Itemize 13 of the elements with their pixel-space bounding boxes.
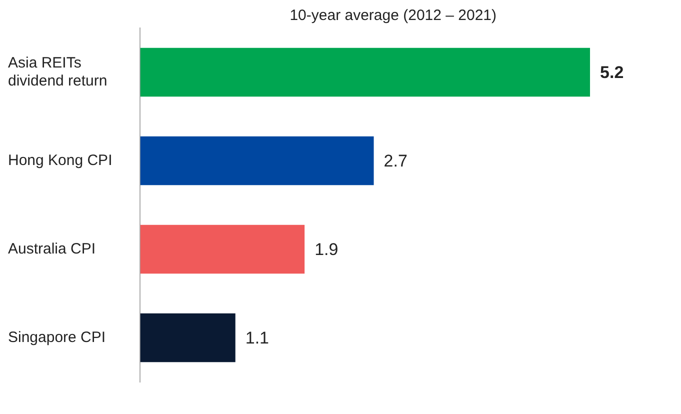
data-label: 1.9 bbox=[314, 240, 338, 259]
bar bbox=[140, 48, 590, 97]
y-tick-label: Singapore CPI bbox=[8, 328, 106, 346]
bar bbox=[140, 224, 305, 274]
y-tick-label: Australia CPI bbox=[8, 240, 96, 258]
data-label: 5.2 bbox=[600, 62, 624, 82]
data-label: 1.1 bbox=[245, 328, 270, 348]
chart-title: 10-year average (2012 – 2021) bbox=[290, 7, 497, 24]
bar bbox=[140, 136, 374, 186]
data-label: 2.7 bbox=[384, 151, 408, 170]
y-tick-label: Hong Kong CPI bbox=[8, 152, 112, 169]
y-tick-label: Asia REITs dividend return bbox=[8, 54, 108, 90]
bar bbox=[140, 313, 236, 362]
